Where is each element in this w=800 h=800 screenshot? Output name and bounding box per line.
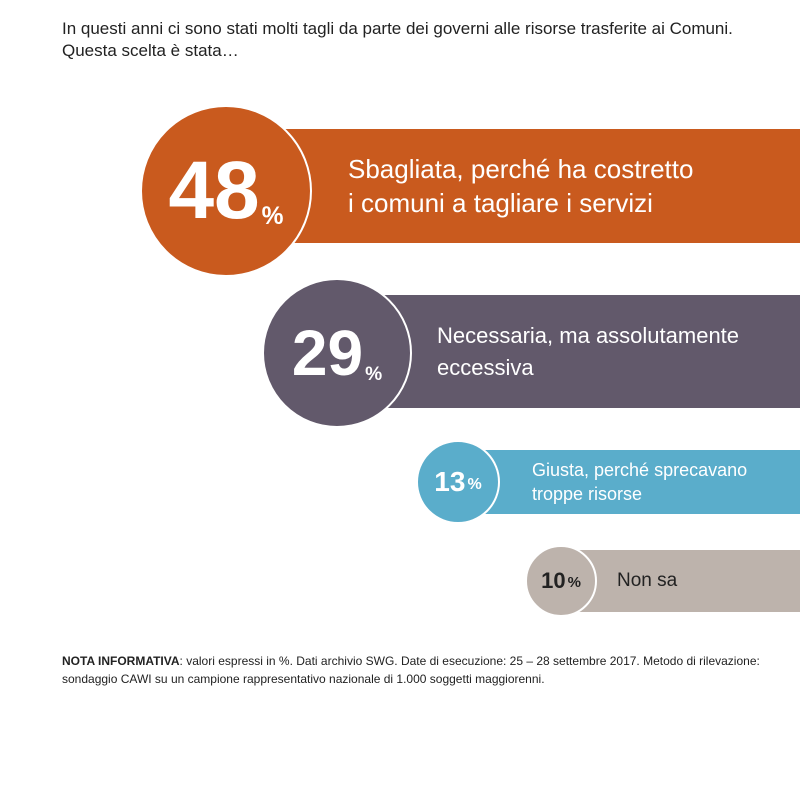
chart-item-giusta: Giusta, perché sprecavano troppe risorse… bbox=[416, 440, 800, 524]
bar-label-line1: Giusta, perché sprecavano bbox=[532, 460, 748, 480]
value-circle: 13 % bbox=[416, 440, 500, 524]
value-number: 13 bbox=[434, 466, 466, 497]
chart-item-necessaria: Necessaria, ma assolutamente eccessiva 2… bbox=[262, 278, 800, 428]
chart-bar: Non sa bbox=[561, 550, 800, 612]
bar-label-line1: Necessaria, ma assolutamente bbox=[437, 322, 740, 348]
chart-bar: Sbagliata, perché ha costretto i comuni … bbox=[230, 129, 800, 243]
value-unit: % bbox=[261, 203, 284, 230]
value-circle: 48 % bbox=[140, 105, 312, 277]
footnote-title: NOTA INFORMATIVA bbox=[62, 654, 180, 668]
value-unit: % bbox=[365, 364, 383, 385]
value-number: 48 bbox=[168, 145, 260, 236]
value-unit: % bbox=[567, 574, 581, 591]
value-circle: 10 % bbox=[525, 545, 597, 617]
value-number: 10 bbox=[541, 568, 566, 593]
bar-label-line1: Non sa bbox=[617, 570, 678, 591]
bar-label-line2: troppe risorse bbox=[532, 484, 643, 504]
value-number: 29 bbox=[291, 317, 364, 389]
question-text: In questi anni ci sono stati molti tagli… bbox=[62, 19, 733, 60]
value-unit: % bbox=[467, 476, 482, 493]
footnote: NOTA INFORMATIVA: valori espressi in %. … bbox=[62, 652, 782, 688]
footnote-text: : valori espressi in %. Dati archivio SW… bbox=[62, 654, 760, 686]
chart-bar: Giusta, perché sprecavano troppe risorse bbox=[458, 450, 800, 514]
bar-label-line2: eccessiva bbox=[437, 354, 534, 380]
bar-label-line1: Sbagliata, perché ha costretto bbox=[348, 154, 694, 184]
chart-item-sbagliata: Sbagliata, perché ha costretto i comuni … bbox=[140, 105, 800, 277]
chart-bar: Necessaria, ma assolutamente eccessiva bbox=[342, 295, 800, 408]
chart-item-non-sa: Non sa 10 % bbox=[525, 545, 800, 617]
value-circle: 29 % bbox=[262, 278, 412, 428]
bar-label-line2: i comuni a tagliare i servizi bbox=[348, 188, 653, 218]
